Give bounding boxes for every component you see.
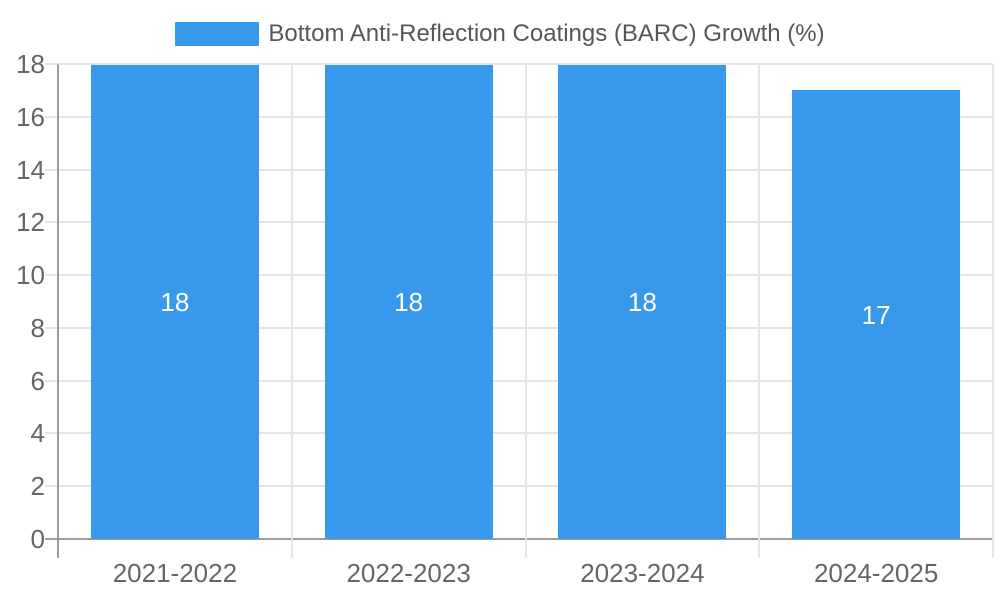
bar-value-label: 18 [160, 286, 190, 317]
y-tick-label: 2 [30, 471, 45, 502]
x-axis-label: 2021-2022 [112, 558, 238, 588]
legend-item[interactable]: Bottom Anti-Reflection Coatings (BARC) G… [0, 22, 1000, 46]
x-axis-label: 2024-2025 [813, 558, 939, 588]
x-gridline [992, 64, 994, 558]
x-gridline [758, 64, 761, 558]
x-axis-label: 2023-2024 [580, 558, 705, 588]
y-tick-label: 18 [16, 49, 45, 79]
y-tick-label: 0 [30, 524, 45, 554]
bar-value-label: 18 [394, 286, 424, 317]
x-gridline [290, 64, 293, 558]
y-gridline [45, 168, 993, 171]
y-tick-label: 6 [30, 365, 45, 396]
y-tick-label: 14 [16, 154, 45, 185]
legend-swatch [175, 22, 260, 46]
y-gridline [45, 274, 993, 277]
y-gridline [45, 115, 993, 118]
x-axis-baseline [45, 538, 993, 540]
bar[interactable] [90, 64, 259, 539]
legend-label: Bottom Anti-Reflection Coatings (BARC) G… [268, 20, 825, 47]
y-tick-label: 8 [30, 312, 45, 343]
y-gridline [45, 485, 993, 488]
y-gridline [45, 221, 993, 224]
top-gridline [58, 63, 993, 65]
x-gridline [524, 64, 527, 558]
y-tick-label: 10 [16, 260, 45, 291]
x-axis-label: 2022-2023 [346, 558, 471, 588]
y-tick-label: 12 [16, 207, 45, 238]
bar[interactable] [324, 64, 493, 539]
bar[interactable] [558, 64, 727, 539]
y-axis-line [57, 64, 59, 558]
y-gridline [45, 379, 993, 382]
bar[interactable] [792, 90, 961, 539]
y-tick-label: 4 [30, 418, 45, 449]
y-gridline [45, 432, 993, 435]
bar-value-label: 17 [861, 299, 891, 330]
bar-value-label: 18 [627, 286, 657, 317]
y-gridline [45, 326, 993, 329]
y-tick-label: 16 [16, 101, 45, 132]
